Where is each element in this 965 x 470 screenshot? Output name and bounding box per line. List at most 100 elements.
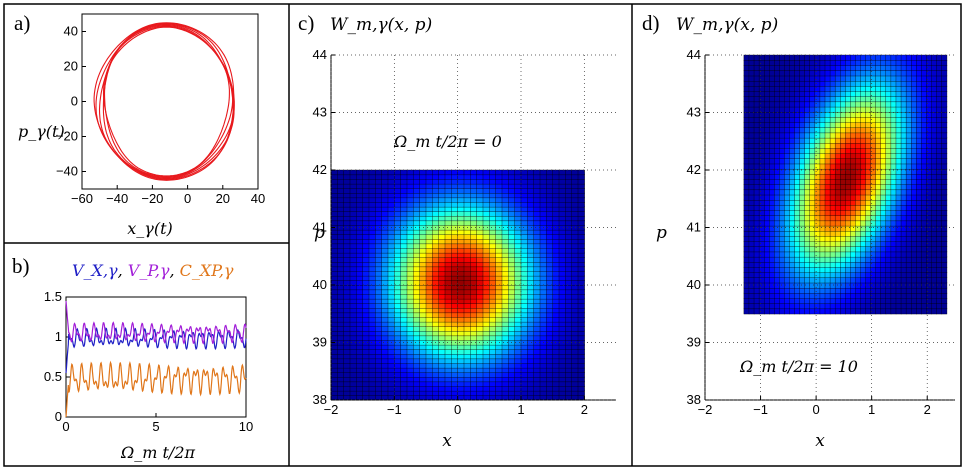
heatmap-cell (875, 189, 882, 196)
heatmap-cell (860, 272, 867, 278)
heatmap-cell (400, 206, 408, 212)
heatmap-cell (451, 234, 459, 240)
heatmap-cell (330, 376, 338, 383)
heatmap-cell (865, 80, 872, 87)
heatmap-cell (834, 230, 841, 237)
heatmap-cell (400, 298, 408, 304)
heatmap-cell (895, 308, 902, 315)
heatmap-cell (476, 363, 484, 369)
heatmap-cell (438, 298, 446, 304)
heatmap-cell (763, 282, 770, 289)
heatmap-cell (432, 257, 440, 263)
heatmap-cell (834, 127, 841, 134)
heatmap-cell (501, 312, 509, 318)
heatmap-cell (400, 317, 408, 323)
heatmap-cell (936, 127, 943, 134)
heatmap-cell (834, 96, 841, 103)
heatmap-cell (890, 277, 897, 284)
heatmap-cell (890, 137, 897, 144)
heatmap-cell (501, 344, 509, 350)
heatmap-cell (413, 248, 421, 254)
heatmap-cell (539, 326, 547, 332)
heatmap-cell (432, 358, 440, 364)
heatmap-cell (514, 289, 522, 295)
heatmap-cell (546, 367, 554, 373)
heatmap-cell (565, 252, 573, 258)
heatmap-cell (463, 261, 471, 268)
heatmap-cell (432, 179, 440, 185)
heatmap-cell (470, 376, 478, 383)
heatmap-cell (753, 184, 760, 191)
heatmap-cell (508, 229, 516, 235)
heatmap-cell (400, 266, 408, 272)
heatmap-cell (381, 243, 389, 249)
heatmap-cell (387, 358, 395, 364)
heatmap-cell (565, 192, 573, 199)
heatmap-cell (470, 294, 478, 300)
heatmap-cell (809, 308, 816, 315)
heatmap-cell (514, 349, 522, 355)
heatmap-cell (865, 215, 872, 222)
x-tick-label: 1 (868, 402, 875, 417)
heatmap-cell (419, 340, 427, 346)
heatmap-cell (343, 243, 351, 249)
heatmap-cell (375, 386, 383, 392)
heatmap-cell (814, 122, 821, 128)
heatmap-cell (753, 241, 760, 247)
heatmap-cell (900, 199, 907, 206)
heatmap-cell (890, 163, 897, 170)
heatmap-cell (895, 142, 902, 149)
heatmap-cell (362, 174, 370, 180)
y-tick-label: 1 (55, 329, 62, 344)
heatmap-cell (900, 137, 907, 144)
heatmap-cell (489, 326, 497, 332)
heatmap-cell (855, 287, 861, 294)
heatmap-cell (356, 211, 364, 217)
heatmap-cell (921, 163, 927, 170)
heatmap-cell (406, 238, 414, 245)
heatmap-cell (546, 234, 554, 240)
heatmap-cell (860, 122, 867, 128)
heatmap-cell (577, 188, 585, 194)
heatmap-cell (865, 111, 872, 118)
heatmap-cell (774, 246, 780, 253)
heatmap-cell (546, 363, 554, 369)
heatmap-cell (794, 261, 801, 268)
heatmap-cell (552, 303, 560, 309)
heatmap-cell (748, 266, 755, 273)
heatmap-cell (905, 168, 912, 175)
heatmap-cell (356, 266, 364, 272)
heatmap-cell (875, 106, 882, 113)
heatmap-cell (349, 353, 357, 360)
heatmap-cell (809, 122, 816, 128)
heatmap-cell (819, 210, 826, 216)
heatmap-cell (845, 210, 851, 216)
heatmap-cell (779, 298, 785, 304)
heatmap-cell (789, 199, 796, 206)
heatmap-cell (533, 271, 541, 277)
heatmap-cell (829, 204, 836, 211)
heatmap-cell (850, 225, 856, 232)
heatmap-cell (558, 294, 566, 300)
heatmap-cell (875, 142, 882, 149)
heatmap-cell (546, 312, 554, 318)
heatmap-cell (905, 251, 912, 258)
heatmap-cell (875, 225, 882, 232)
heatmap-cell (789, 163, 796, 170)
panel-c-annotation: Ω_m t/2π = 0 (393, 132, 502, 151)
heatmap-cell (508, 169, 516, 176)
heatmap-cell (860, 292, 867, 299)
heatmap-cell (900, 189, 907, 196)
heatmap-cell (514, 335, 522, 341)
heatmap-cell (413, 367, 421, 373)
heatmap-cell (916, 189, 922, 196)
heatmap-cell (406, 312, 414, 318)
heatmap-cell (885, 163, 892, 170)
heatmap-cell (789, 282, 796, 289)
heatmap-cell (330, 294, 338, 300)
heatmap-cell (753, 153, 760, 159)
heatmap-cell (533, 321, 541, 327)
heatmap-cell (819, 101, 826, 108)
heatmap-cell (571, 340, 579, 346)
heatmap-cell (495, 344, 503, 350)
